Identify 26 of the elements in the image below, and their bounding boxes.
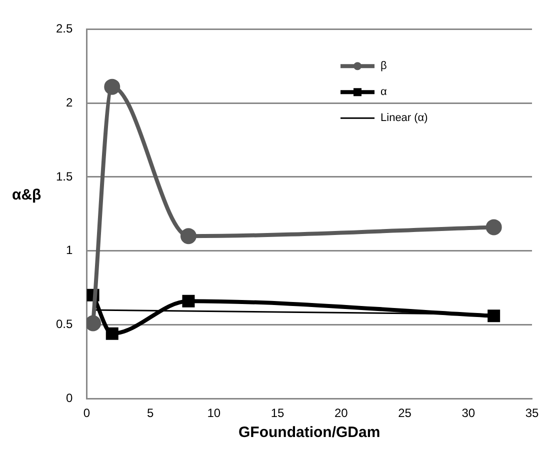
point [104, 78, 120, 95]
x-tick-label: 0 [83, 406, 90, 420]
x-tick-label: 35 [525, 406, 539, 420]
legend-label: α [380, 86, 388, 98]
point [182, 294, 195, 308]
x-tick-label: 15 [270, 406, 285, 420]
legend-label: β [380, 60, 387, 72]
x-tick-label: 5 [146, 406, 154, 420]
point [106, 327, 118, 340]
y-tick-label: 2.5 [56, 22, 73, 36]
y-tick-label: 2 [66, 95, 73, 110]
x-tick-label: 30 [462, 406, 476, 420]
legend-label: Linear (α) [380, 112, 428, 124]
x-tick-label: 25 [398, 406, 412, 420]
point [180, 228, 196, 244]
y-tick-label: 1 [66, 243, 73, 258]
y-tick-label: 0.5 [56, 317, 73, 332]
y-tick-label: 0 [66, 390, 73, 405]
point [86, 315, 102, 332]
x-tick-label: 20 [334, 406, 348, 420]
x-axis-title: GFoundation/GDam [238, 424, 380, 442]
point [488, 310, 500, 322]
x-tick-label: 10 [207, 406, 221, 420]
y-axis-title: α&β [12, 186, 42, 204]
y-tick-label: 1.5 [56, 169, 73, 184]
point [486, 219, 502, 236]
